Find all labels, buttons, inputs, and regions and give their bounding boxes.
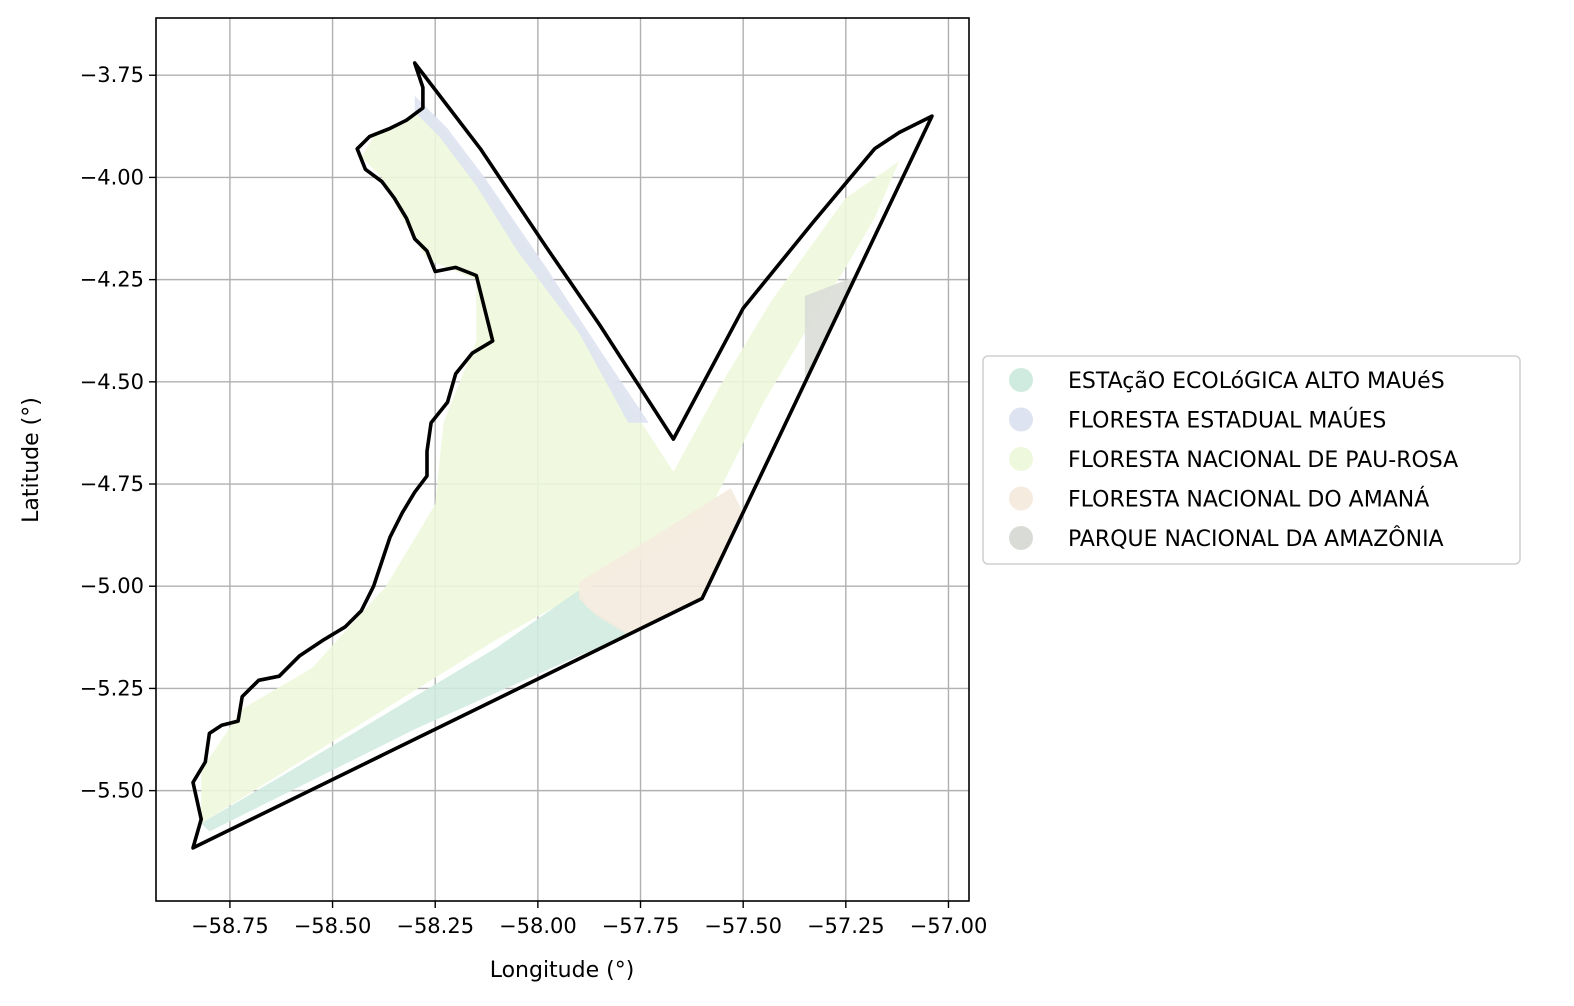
x-tick-label: −58.50: [294, 914, 372, 938]
x-tick-label: −57.25: [807, 914, 885, 938]
x-axis-title: Longitude (°): [490, 958, 635, 983]
protected-area-polygons: [201, 95, 900, 832]
area-estacao-ecologica-alto-maues: [201, 590, 629, 832]
x-tick-label: −58.00: [499, 914, 577, 938]
legend-label: FLORESTA NACIONAL DE PAU-ROSA: [1068, 448, 1458, 473]
legend-label: PARQUE NACIONAL DA AMAZÔNIA: [1068, 526, 1444, 552]
area-floresta-nacional-de-pau-rosa: [201, 107, 900, 824]
y-axis-ticks: −3.75 −4.00 −4.25 −4.50 −4.75 −5.00 −5.25 −5.50: [80, 63, 156, 803]
legend-swatch: [1009, 486, 1033, 511]
x-tick-label: −57.00: [910, 914, 988, 938]
x-tick-label: −58.25: [396, 914, 474, 938]
y-tick-label: −4.50: [80, 370, 144, 394]
y-axis-title: Latitude (°): [19, 397, 44, 523]
legend-label: ESTAçãO ECOLóGICA ALTO MAUéS: [1068, 369, 1445, 394]
x-tick-label: −57.50: [704, 914, 782, 938]
legend-swatch: [1009, 447, 1033, 471]
y-tick-label: −5.00: [80, 574, 144, 598]
boundary-outline: [191, 61, 934, 850]
y-tick-label: −4.75: [80, 472, 144, 496]
y-tick-label: −4.25: [80, 268, 144, 292]
x-tick-label: −58.75: [191, 914, 269, 938]
plot-frame: [155, 17, 970, 902]
legend-items: ESTAçãO ECOLóGICA ALTO MAUéS FLORESTA EST…: [1009, 368, 1458, 552]
legend-label: FLORESTA NACIONAL DO AMANÁ: [1068, 487, 1429, 513]
x-axis-ticks: −58.75 −58.50 −58.25 −58.00 −57.75 −57.50 −57.…: [191, 901, 987, 938]
legend-frame: [982, 355, 1521, 565]
y-tick-label: −5.25: [80, 676, 144, 700]
x-tick-label: −57.75: [602, 914, 680, 938]
legend-swatch: [1009, 526, 1033, 550]
y-tick-label: −5.50: [80, 779, 144, 803]
y-tick-label: −3.75: [80, 63, 144, 87]
legend: ESTAçãO ECOLóGICA ALTO MAUéS FLORESTA EST…: [982, 355, 1521, 565]
legend-swatch: [1009, 368, 1033, 392]
area-floresta-nacional-do-amana: [578, 488, 744, 636]
legend-label: FLORESTA ESTADUAL MAÚES: [1068, 408, 1386, 434]
boundary-polygon: [191, 61, 934, 850]
y-tick-label: −4.00: [80, 165, 144, 189]
area-floresta-estadual-maues: [414, 95, 649, 423]
legend-swatch: [1009, 407, 1033, 432]
